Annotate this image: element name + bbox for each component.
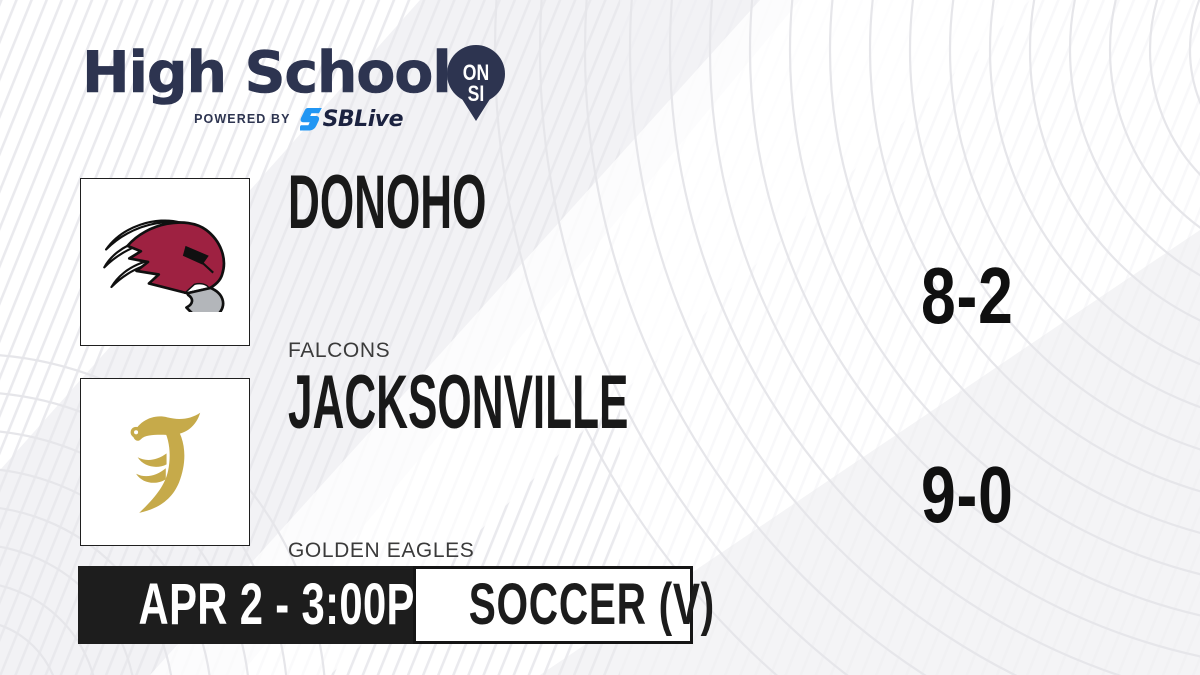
powered-by-label: POWERED BY <box>194 112 291 126</box>
team-record: 9-0 <box>921 450 1014 539</box>
sblive-logo: SBLive <box>299 106 404 132</box>
team-logo-box <box>80 178 250 346</box>
team-record: 8-2 <box>921 251 1014 340</box>
team-logo-box <box>80 378 250 546</box>
team-name: JACKSONVILLE <box>288 360 629 445</box>
team-mascot: GOLDEN EAGLES <box>288 539 475 562</box>
pin-text-si: SI <box>468 82 485 106</box>
brand-title: High School <box>82 40 452 107</box>
team-mascot: FALCONS <box>288 339 391 362</box>
pin-text-on: ON <box>463 61 489 85</box>
powered-by-row: POWERED BY SBLive <box>83 106 403 132</box>
sblive-bolt-icon <box>299 108 322 131</box>
event-sport: SOCCER (V) <box>413 566 714 644</box>
onsi-pin-icon: ON SI <box>447 45 505 121</box>
sblive-wordmark: SBLive <box>322 106 404 132</box>
event-datetime: APR 2 - 3:00PM <box>78 566 450 644</box>
falcon-head-logo-icon <box>103 219 226 312</box>
old-english-j-logo-icon <box>130 412 201 513</box>
team-name: DONOHO <box>288 160 487 245</box>
